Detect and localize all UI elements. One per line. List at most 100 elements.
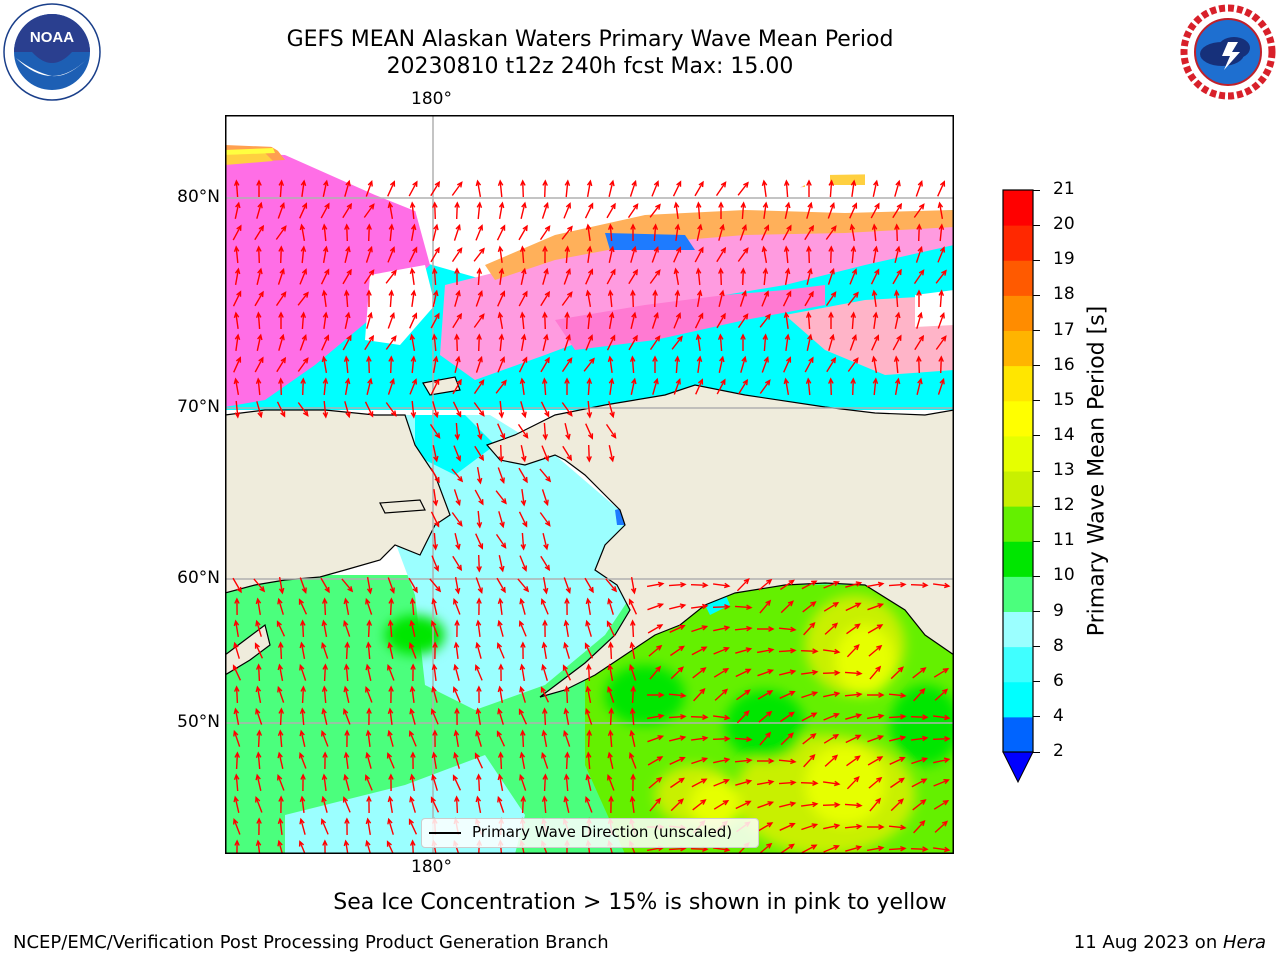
- wave-arrow-shaft: [782, 291, 792, 307]
- wave-arrow-head: [410, 663, 416, 670]
- wave-arrow-head: [854, 623, 861, 630]
- wave-arrow-head: [235, 356, 242, 363]
- wave-arrow-head: [389, 180, 396, 187]
- wave-arrow-shaft: [301, 246, 305, 264]
- wave-arrow-head: [501, 498, 507, 505]
- wave-arrow-shaft: [736, 578, 750, 592]
- wave-arrow-shaft: [608, 664, 614, 682]
- wave-arrow-shaft: [235, 335, 239, 351]
- wave-arrow-shaft: [499, 686, 503, 704]
- wave-arrow-shaft: [276, 621, 286, 637]
- wave-arrow-head: [586, 179, 593, 187]
- wave-arrow-head: [454, 201, 460, 208]
- wave-arrow-head: [921, 778, 928, 784]
- wave-arrow-head: [256, 817, 262, 824]
- wave-arrow-shaft: [344, 181, 350, 197]
- wave-arrow-head: [607, 663, 614, 671]
- wave-arrow-head: [564, 245, 571, 252]
- wave-arrow-shaft: [521, 312, 525, 330]
- wave-arrow-shaft: [495, 534, 507, 548]
- wave-arrow-shaft: [713, 715, 729, 719]
- wave-arrow-shaft: [257, 841, 261, 854]
- wave-arrow-head: [629, 355, 636, 362]
- wave-arrow-head: [519, 729, 526, 736]
- wave-arrow-head: [543, 455, 549, 462]
- wave-arrow-shaft: [587, 247, 591, 263]
- wave-arrow-head: [943, 757, 951, 763]
- wave-arrow-head: [366, 223, 372, 230]
- wave-arrow-shaft: [520, 599, 526, 615]
- colorbar-tick-mark: [1033, 224, 1040, 226]
- wave-arrow-shaft: [608, 599, 614, 615]
- wave-arrow-head: [586, 456, 592, 463]
- wave-arrow-shaft: [844, 693, 862, 697]
- wave-arrow-head: [409, 685, 416, 693]
- wave-arrow-shaft: [823, 581, 839, 589]
- wave-arrow-head: [608, 377, 615, 385]
- wave-arrow-shaft: [587, 225, 591, 241]
- wave-arrow-shaft: [693, 688, 705, 702]
- wave-arrow-shaft: [234, 268, 240, 286]
- colorbar-tick-label: 17: [1053, 319, 1075, 340]
- wave-arrow-head: [833, 713, 840, 719]
- wave-arrow-shaft: [740, 357, 746, 373]
- wave-arrow-head: [519, 685, 525, 693]
- wave-arrow-shaft: [256, 269, 262, 285]
- wave-arrow-shaft: [342, 269, 352, 285]
- wave-arrow-shaft: [668, 847, 686, 851]
- map-subtitle: 20230810 t12z 240h fcst Max: 15.00: [386, 54, 794, 79]
- wave-arrow-shaft: [910, 716, 928, 718]
- wave-arrow-head: [388, 685, 394, 692]
- wave-arrow-shaft: [300, 224, 306, 242]
- wave-arrow-head: [321, 597, 328, 604]
- wave-arrow-head: [677, 798, 684, 805]
- wave-arrow-shaft: [541, 445, 549, 461]
- wave-arrow-shaft: [411, 400, 415, 418]
- wave-arrow-shaft: [539, 468, 551, 482]
- wave-arrow-head: [743, 710, 750, 717]
- wave-arrow-head: [236, 224, 242, 231]
- wave-arrow-head: [941, 269, 947, 276]
- wave-arrow-head: [897, 666, 904, 673]
- wave-arrow-shaft: [389, 224, 393, 242]
- wave-arrow-head: [900, 824, 907, 831]
- wave-arrow-head: [366, 619, 373, 626]
- wave-arrow-head: [233, 817, 239, 825]
- wave-arrow-shaft: [299, 335, 307, 351]
- wave-arrow-head: [431, 773, 437, 781]
- wave-arrow-head: [762, 267, 769, 274]
- wave-arrow-head: [741, 289, 747, 297]
- wave-arrow-shaft: [542, 533, 548, 549]
- wave-arrow-head: [943, 779, 950, 785]
- wave-arrow-head: [565, 433, 571, 441]
- wave-arrow-shaft: [564, 643, 570, 659]
- wave-arrow-head: [916, 289, 922, 296]
- wave-arrow-shaft: [411, 687, 415, 703]
- wave-arrow-shaft: [675, 290, 679, 308]
- wave-arrow-shaft: [475, 291, 483, 307]
- wave-arrow-head: [830, 356, 837, 364]
- wave-arrow-head: [563, 685, 570, 692]
- legend-label: Primary Wave Direction (unscaled): [472, 823, 733, 841]
- wave-arrow-head: [279, 201, 285, 209]
- wave-arrow-head: [456, 564, 463, 572]
- wave-arrow-head: [610, 334, 616, 341]
- wave-arrow-shaft: [544, 180, 546, 198]
- colorbar-segment: [1003, 716, 1033, 753]
- wave-arrow-shaft: [694, 247, 704, 263]
- wave-arrow-shaft: [628, 599, 638, 615]
- wave-arrow-shaft: [411, 202, 415, 220]
- wave-arrow-shaft: [804, 357, 814, 373]
- wave-arrow-head: [255, 377, 262, 384]
- wave-arrow-shaft: [563, 335, 571, 351]
- wave-arrow-head: [234, 597, 240, 604]
- wave-arrow-shaft: [276, 357, 286, 373]
- wave-arrow-shaft: [669, 625, 685, 633]
- wave-arrow-shaft: [496, 577, 506, 593]
- wave-arrow-head: [478, 410, 485, 417]
- wave-arrow-head: [856, 823, 863, 830]
- wave-arrow-shaft: [674, 268, 680, 286]
- wave-arrow-shaft: [713, 847, 729, 851]
- wave-arrow-head: [476, 477, 483, 485]
- wave-arrow-shaft: [888, 583, 906, 587]
